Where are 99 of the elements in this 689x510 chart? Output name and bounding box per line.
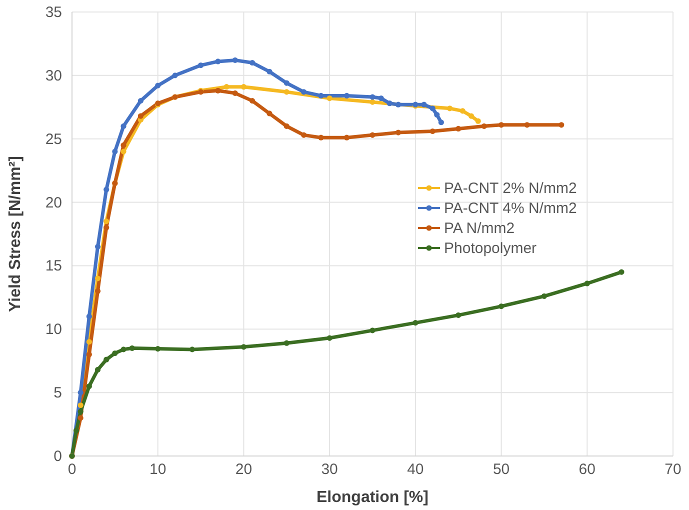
y-tick-label: 0 xyxy=(54,448,62,465)
legend-label: PA N/mm2 xyxy=(444,220,515,237)
point xyxy=(481,123,487,129)
point xyxy=(104,186,110,192)
point xyxy=(370,99,376,105)
point xyxy=(456,312,462,318)
y-tick-label: 30 xyxy=(45,67,62,84)
point xyxy=(215,88,221,94)
point xyxy=(155,82,161,88)
point xyxy=(138,113,144,119)
point xyxy=(172,72,178,78)
point xyxy=(215,58,221,64)
point xyxy=(456,126,462,132)
point xyxy=(224,84,230,90)
point xyxy=(250,98,256,104)
x-tick-label: 0 xyxy=(68,461,76,478)
point xyxy=(284,89,290,95)
point xyxy=(558,122,564,128)
y-tick-label: 15 xyxy=(45,258,62,275)
point xyxy=(284,80,290,86)
point xyxy=(618,269,624,275)
point xyxy=(475,118,481,124)
point xyxy=(584,280,590,286)
point xyxy=(86,383,92,390)
point xyxy=(326,95,332,102)
point xyxy=(326,335,332,341)
y-tick-label: 10 xyxy=(45,321,62,338)
point xyxy=(430,106,436,112)
y-axis-title: Yield Stress [N/mm²] xyxy=(7,156,24,312)
point xyxy=(412,320,418,326)
point xyxy=(86,352,92,358)
point xyxy=(438,120,444,126)
point xyxy=(266,110,272,116)
y-tick-label: 20 xyxy=(45,194,62,212)
point xyxy=(284,123,290,129)
x-tick-label: 30 xyxy=(321,461,338,478)
point xyxy=(78,408,84,414)
point xyxy=(434,112,440,118)
point xyxy=(370,328,376,334)
legend-label: PA-CNT 4% N/mm2 xyxy=(444,200,577,217)
point xyxy=(370,94,376,100)
point xyxy=(120,346,126,352)
point xyxy=(378,95,384,102)
point xyxy=(232,57,238,64)
point xyxy=(284,340,290,346)
x-tick-label: 60 xyxy=(578,461,596,478)
x-tick-label: 40 xyxy=(407,461,424,478)
x-tick-label: 20 xyxy=(235,461,252,478)
point xyxy=(318,92,324,99)
point xyxy=(240,344,247,350)
point xyxy=(94,276,101,282)
point xyxy=(232,90,238,96)
x-tick-label: 70 xyxy=(664,461,682,478)
point xyxy=(446,106,453,112)
y-tick-label: 5 xyxy=(54,384,62,402)
y-tick-label: 25 xyxy=(45,130,62,148)
point xyxy=(120,142,126,148)
point xyxy=(460,108,466,114)
x-tick-label: 10 xyxy=(150,461,166,478)
point xyxy=(541,293,548,299)
point xyxy=(112,148,118,154)
point xyxy=(266,68,272,74)
point xyxy=(129,345,135,351)
point xyxy=(155,346,161,352)
point xyxy=(104,218,110,224)
point xyxy=(94,244,101,250)
point xyxy=(78,390,84,396)
point xyxy=(421,102,427,108)
point xyxy=(120,123,126,129)
point xyxy=(498,122,504,128)
point xyxy=(250,60,256,66)
point xyxy=(301,89,307,95)
point xyxy=(78,415,84,421)
point xyxy=(524,122,530,128)
point xyxy=(104,356,110,362)
point xyxy=(138,98,144,104)
point xyxy=(94,366,101,373)
point xyxy=(498,304,504,310)
point xyxy=(240,84,247,90)
point xyxy=(430,128,436,134)
y-tick-label: 35 xyxy=(45,4,62,21)
point xyxy=(86,314,92,320)
point xyxy=(386,100,392,106)
point xyxy=(198,62,204,68)
point xyxy=(468,113,474,119)
x-axis-title: Elongation [%] xyxy=(316,489,428,506)
point xyxy=(370,132,376,138)
point xyxy=(301,132,307,138)
legend-label: Photopolymer xyxy=(444,240,537,257)
x-tick-label: 50 xyxy=(492,461,510,478)
point xyxy=(94,288,101,294)
point xyxy=(78,402,84,408)
point xyxy=(73,428,80,434)
point xyxy=(318,134,324,140)
point xyxy=(104,224,110,230)
legend-label: PA-CNT 2% N/mm2 xyxy=(444,180,577,197)
point xyxy=(86,339,92,345)
point xyxy=(112,350,118,356)
point xyxy=(120,148,126,154)
